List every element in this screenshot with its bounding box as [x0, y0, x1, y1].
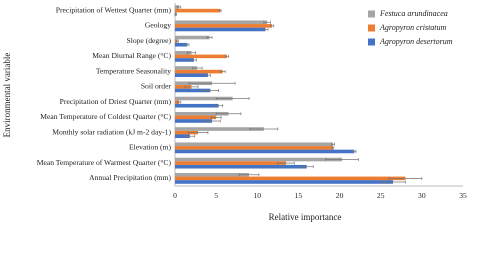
legend-swatch — [368, 10, 375, 18]
bar — [175, 50, 192, 55]
error-bar — [277, 161, 295, 165]
bar — [175, 27, 266, 32]
bar — [175, 111, 229, 116]
error-bar — [206, 36, 213, 40]
bar — [175, 142, 333, 147]
bar — [175, 5, 180, 9]
y-tick-label: Mean Temperature of Warmest Quarter (°C) — [37, 158, 172, 167]
bar — [175, 20, 268, 25]
y-tick-label: Monthly solar radiation (kJ m-2 day-1) — [52, 127, 171, 136]
legend-swatch — [368, 38, 375, 46]
x-tick-label: 0 — [173, 191, 177, 200]
legend-label: Festuca arundinacea — [379, 9, 448, 18]
error-bar — [215, 112, 242, 116]
bar — [175, 100, 180, 104]
y-tick-label: Soil order — [141, 82, 172, 91]
legend-label: Agropyron cristatum — [379, 23, 447, 32]
error-bar — [184, 85, 199, 89]
error-bar — [224, 54, 229, 58]
error-bar — [331, 146, 335, 150]
bar — [175, 58, 194, 62]
legend-swatch — [368, 24, 375, 32]
error-bar — [174, 12, 177, 16]
bar — [175, 149, 355, 154]
error-bar — [352, 149, 357, 153]
error-bar — [330, 142, 335, 146]
legend-label: Agropyron desertorum — [379, 37, 453, 46]
bar — [175, 127, 264, 131]
bar — [175, 85, 192, 89]
error-bar — [219, 9, 222, 13]
error-bar — [186, 51, 196, 55]
error-bar — [203, 119, 221, 123]
error-bar — [185, 43, 190, 47]
x-tick-label: 15 — [295, 191, 303, 200]
x-tick-label: 10 — [253, 191, 261, 200]
error-bar — [177, 100, 182, 104]
bar — [175, 161, 287, 165]
bar — [175, 73, 208, 78]
bar — [175, 176, 406, 181]
x-tick-label: 20 — [336, 191, 344, 200]
bar — [175, 8, 221, 13]
bar — [175, 39, 178, 43]
y-tick-label: Mean Diurnal Range (°C) — [92, 51, 171, 60]
x-tick-label: 25 — [377, 191, 385, 200]
error-bar — [188, 81, 236, 85]
x-tick-label: 30 — [418, 191, 426, 200]
bar — [175, 42, 188, 47]
error-bar — [262, 27, 269, 31]
error-bar — [380, 180, 406, 184]
y-tick-label: Precipitation of Driest Quarter (mm) — [60, 97, 172, 106]
x-tick-label: 35 — [459, 191, 467, 200]
bar — [175, 115, 217, 120]
bar — [175, 172, 250, 177]
bar — [175, 66, 198, 70]
bar — [175, 88, 211, 93]
bar — [175, 134, 190, 139]
error-bar — [249, 127, 279, 131]
y-tick-label: Mean Temperature of Coldest Quarter (°C) — [40, 112, 171, 121]
error-bar — [263, 20, 271, 24]
bar — [175, 157, 343, 162]
y-tick-label: Temperature Seasonality — [96, 66, 171, 75]
error-bar — [191, 58, 197, 62]
bar — [175, 54, 227, 59]
error-bar — [214, 104, 224, 108]
error-bar — [176, 39, 179, 43]
y-axis-label: Environmental variable — [2, 53, 12, 138]
error-bar — [388, 176, 423, 180]
error-bar — [219, 70, 226, 74]
error-bar — [325, 158, 359, 162]
bar — [175, 103, 219, 108]
error-bar — [205, 73, 211, 77]
error-bar — [238, 173, 260, 177]
bar — [175, 180, 394, 184]
error-bar — [215, 97, 250, 101]
bar — [175, 24, 273, 28]
bar — [175, 164, 307, 169]
error-bar — [184, 134, 196, 138]
error-bar — [177, 5, 182, 9]
error-bar — [210, 115, 222, 119]
bar — [175, 119, 213, 123]
bar — [175, 35, 210, 40]
error-bar — [299, 165, 314, 169]
x-tick-label: 5 — [214, 191, 218, 200]
bar — [175, 146, 333, 150]
y-tick-label: Elevation (m) — [129, 143, 171, 152]
error-bar — [270, 24, 275, 28]
bar — [175, 130, 199, 135]
y-tick-label: Slope (degree) — [127, 36, 172, 45]
bar — [175, 96, 233, 101]
error-bar — [201, 88, 219, 92]
y-tick-label: Geology — [145, 21, 171, 30]
x-axis-label: Relative importance — [269, 212, 342, 222]
y-tick-label: Annual Precipitation (mm) — [89, 173, 171, 182]
error-bar — [191, 66, 203, 70]
y-tick-label: Precipitation of Wettest Quarter (mm) — [56, 5, 172, 14]
error-bar — [187, 131, 209, 135]
bar — [175, 69, 223, 74]
